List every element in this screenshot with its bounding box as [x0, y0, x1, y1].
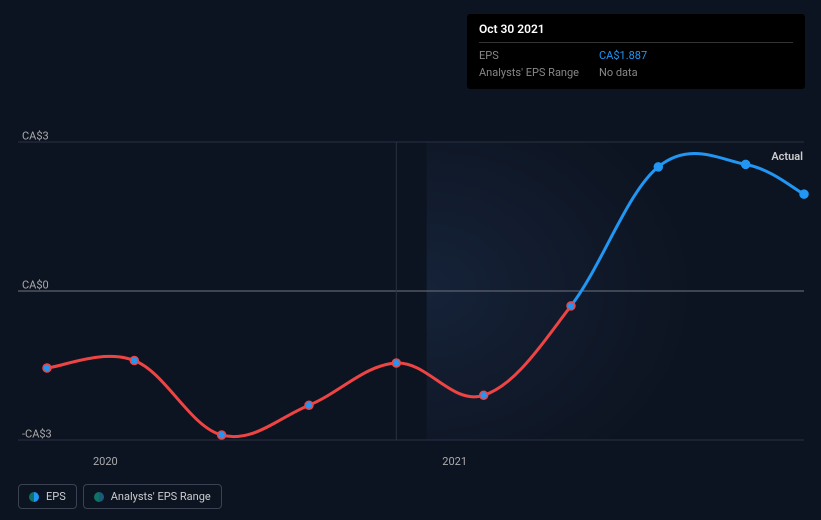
legend-swatch-icon — [29, 492, 39, 502]
legend-label: EPS — [46, 490, 66, 503]
tooltip-row-value: No data — [599, 66, 638, 79]
actual-region-label: Actual — [771, 150, 803, 163]
x-axis-label: 2021 — [442, 455, 467, 468]
tooltip-row-value: CA$1.887 — [599, 49, 647, 62]
tooltip-row: Analysts' EPS RangeNo data — [479, 64, 793, 81]
tooltip-row-label: Analysts' EPS Range — [479, 66, 599, 79]
legend-item[interactable]: EPS — [18, 484, 77, 509]
tooltip-row: EPSCA$1.887 — [479, 47, 793, 64]
legend-label: Analysts' EPS Range — [111, 490, 211, 503]
chart-legend: EPS Analysts' EPS Range — [18, 484, 222, 509]
chart-tooltip: Oct 30 2021 EPSCA$1.887Analysts' EPS Ran… — [467, 14, 805, 89]
y-axis-label: CA$3 — [22, 130, 49, 143]
tooltip-date: Oct 30 2021 — [479, 22, 793, 43]
y-axis-label: CA$0 — [22, 279, 49, 292]
x-axis-label: 2020 — [93, 455, 118, 468]
legend-item[interactable]: Analysts' EPS Range — [83, 484, 222, 509]
tooltip-row-label: EPS — [479, 49, 599, 62]
legend-swatch-icon — [94, 492, 104, 502]
y-axis-label: -CA$3 — [22, 428, 52, 441]
